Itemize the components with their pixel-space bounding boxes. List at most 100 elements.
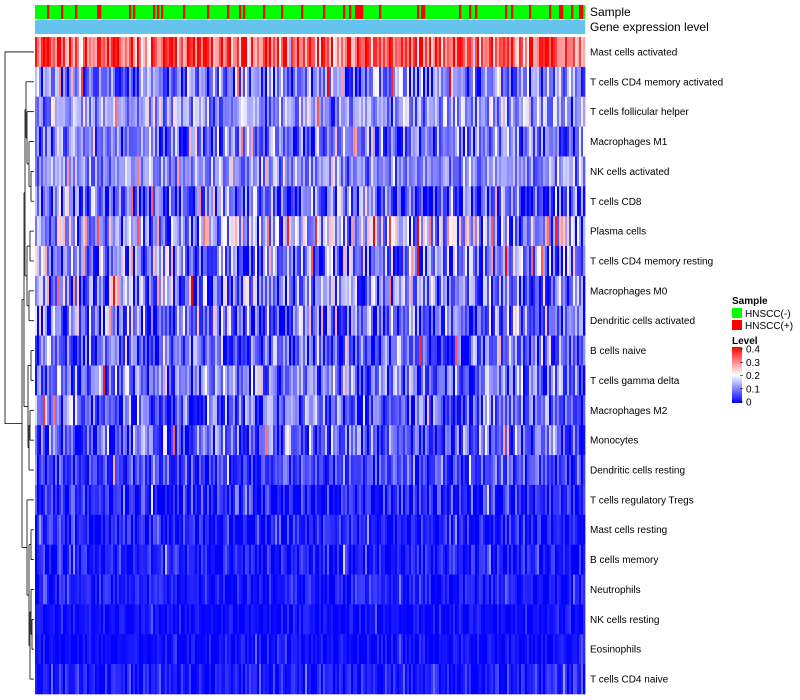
heatmap-cell xyxy=(169,484,172,516)
heatmap-cell xyxy=(219,246,222,277)
heatmap-cell xyxy=(535,96,538,127)
heatmap-cell xyxy=(357,514,360,545)
heatmap-cell xyxy=(539,156,542,187)
heatmap-cell xyxy=(119,96,122,127)
heatmap-cell xyxy=(83,514,86,545)
heatmap-cell xyxy=(251,37,254,68)
heatmap-cell xyxy=(415,305,418,336)
heatmap-cell xyxy=(389,425,392,456)
heatmap-cell xyxy=(121,514,124,545)
heatmap-cell xyxy=(153,514,156,545)
heatmap-cell xyxy=(57,425,60,456)
heatmap-cell xyxy=(97,246,100,277)
heatmap-cell xyxy=(265,455,268,486)
heatmap-cell xyxy=(559,484,562,516)
heatmap-cell xyxy=(193,37,196,68)
heatmap-cell xyxy=(41,455,44,486)
heatmap-cell xyxy=(311,246,314,277)
heatmap-cell xyxy=(563,275,566,307)
heatmap-cell xyxy=(331,544,334,575)
heatmap-cell xyxy=(383,305,386,336)
heatmap-cell xyxy=(355,335,358,366)
heatmap-cell xyxy=(199,156,202,187)
heatmap-cell xyxy=(259,425,262,456)
heatmap-cell xyxy=(523,216,526,247)
heatmap-cell xyxy=(555,186,558,217)
heatmap-cell xyxy=(417,37,420,68)
heatmap-cell xyxy=(245,365,248,396)
heatmap-cell xyxy=(243,365,246,396)
heatmap-cell xyxy=(159,335,162,366)
heatmap-cell xyxy=(73,544,76,575)
heatmap-cell xyxy=(229,246,232,277)
heatmap-cell xyxy=(53,275,56,307)
heatmap-cell xyxy=(149,126,152,157)
heatmap-cell xyxy=(491,425,494,456)
heatmap-cell xyxy=(469,216,472,247)
heatmap-cell xyxy=(457,66,460,98)
heatmap-cell xyxy=(577,37,580,68)
heatmap-cell xyxy=(277,425,280,456)
heatmap-cell xyxy=(401,66,404,98)
heatmap-cell xyxy=(335,246,338,277)
heatmap-cell xyxy=(345,186,348,217)
heatmap-cell xyxy=(149,66,152,98)
heatmap-cell xyxy=(239,455,242,486)
heatmap-cell xyxy=(51,216,54,247)
heatmap-cell xyxy=(441,455,444,486)
heatmap-cell xyxy=(257,66,260,98)
heatmap-cell xyxy=(481,305,484,336)
heatmap-cell xyxy=(561,305,564,336)
heatmap-cell xyxy=(169,544,172,575)
heatmap-cell xyxy=(83,305,86,336)
heatmap-cell xyxy=(343,305,346,336)
heatmap-cell xyxy=(489,66,492,98)
heatmap-cell xyxy=(533,455,536,486)
heatmap-cell xyxy=(419,37,422,68)
heatmap-cell xyxy=(553,365,556,396)
heatmap-cell xyxy=(131,514,134,545)
heatmap-cell xyxy=(427,216,430,247)
heatmap-cell xyxy=(523,544,526,575)
heatmap-cell xyxy=(253,275,256,307)
heatmap-cell xyxy=(283,96,286,127)
heatmap-cell xyxy=(517,186,520,217)
heatmap-cell xyxy=(265,365,268,396)
heatmap-cell xyxy=(207,66,210,98)
heatmap-cell xyxy=(457,246,460,277)
heatmap-cell xyxy=(51,425,54,456)
heatmap-cell xyxy=(55,37,58,68)
heatmap-cell xyxy=(91,96,94,127)
heatmap-cell xyxy=(427,544,430,575)
heatmap-cell xyxy=(145,425,148,456)
heatmap-cell xyxy=(403,305,406,336)
heatmap-cell xyxy=(115,544,118,575)
heatmap-cell xyxy=(175,335,178,366)
heatmap-cell xyxy=(181,365,184,396)
heatmap-cell xyxy=(59,544,62,575)
heatmap-cell xyxy=(47,365,50,396)
heatmap-cell xyxy=(163,246,166,277)
heatmap-cell xyxy=(307,455,310,486)
heatmap-cell xyxy=(525,37,528,68)
heatmap-cell xyxy=(291,305,294,336)
heatmap-cell xyxy=(539,335,542,366)
heatmap-cell xyxy=(577,96,580,127)
heatmap-cell xyxy=(409,126,412,157)
heatmap-cell xyxy=(433,186,436,217)
heatmap-cell xyxy=(413,275,416,307)
heatmap-cell xyxy=(227,425,230,456)
heatmap-cell xyxy=(437,544,440,575)
heatmap-cell xyxy=(395,395,398,426)
heatmap-cell xyxy=(57,455,60,486)
heatmap-cell xyxy=(379,186,382,217)
heatmap-cell xyxy=(53,544,56,575)
heatmap-cell xyxy=(473,66,476,98)
heatmap-cell xyxy=(325,186,328,217)
heatmap-cell xyxy=(329,514,332,545)
heatmap-cell xyxy=(365,484,368,516)
heatmap-cell xyxy=(181,544,184,575)
heatmap-cell xyxy=(459,216,462,247)
heatmap-cell xyxy=(221,186,224,217)
heatmap-row xyxy=(35,514,586,545)
